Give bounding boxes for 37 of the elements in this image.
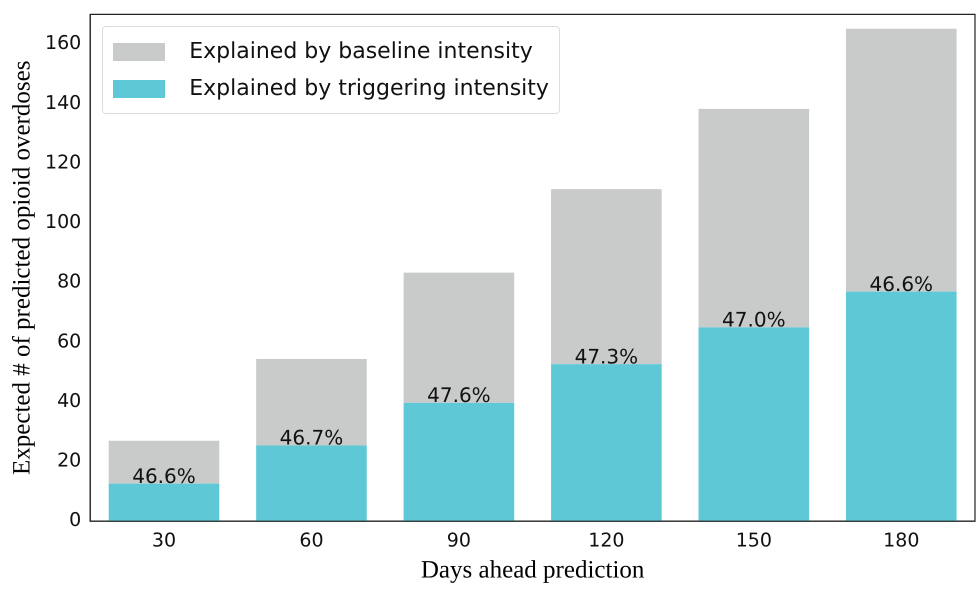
y-tick-label: 60 — [57, 330, 82, 352]
y-tick-label: 120 — [45, 151, 82, 174]
annotation: 47.3% — [574, 344, 638, 368]
x-tick-label: 60 — [299, 530, 324, 552]
y-tick-label: 0 — [69, 509, 82, 532]
annotation: 47.0% — [722, 308, 786, 332]
y-tick-label: 100 — [45, 211, 82, 234]
bar — [108, 440, 220, 484]
bar — [551, 364, 662, 522]
annotation: 46.6% — [870, 272, 934, 296]
y-axis-title: Expected # of predicted opioid overdoses — [8, 60, 36, 476]
bar — [404, 272, 514, 403]
y-tick-label: 160 — [45, 32, 82, 54]
annotation: 46.7% — [280, 426, 344, 450]
bar — [698, 327, 810, 522]
y-tick-label: 140 — [45, 92, 82, 114]
x-tick-label: 30 — [152, 530, 176, 552]
bar — [256, 359, 367, 446]
y-tick-label: 40 — [57, 390, 82, 412]
x-tick-label: 180 — [883, 530, 920, 552]
bar — [846, 292, 957, 522]
bar — [551, 189, 662, 364]
x-tick-label: 90 — [446, 530, 471, 552]
x-tick-label: 150 — [736, 530, 772, 552]
y-tick-label: 80 — [57, 270, 82, 293]
bar — [256, 445, 367, 522]
annotation: 47.6% — [427, 383, 491, 408]
bar — [108, 484, 220, 522]
legend-label: Explained by baseline intensity — [189, 39, 533, 64]
bar — [846, 28, 957, 292]
bar — [404, 402, 514, 522]
y-tick-label: 20 — [57, 450, 82, 472]
x-axis-title: Days ahead prediction — [420, 556, 645, 584]
x-tick-label: 120 — [588, 530, 624, 552]
bar — [698, 108, 810, 328]
annotation: 46.6% — [132, 464, 196, 488]
legend-label: Explained by triggering intensity — [189, 76, 549, 102]
